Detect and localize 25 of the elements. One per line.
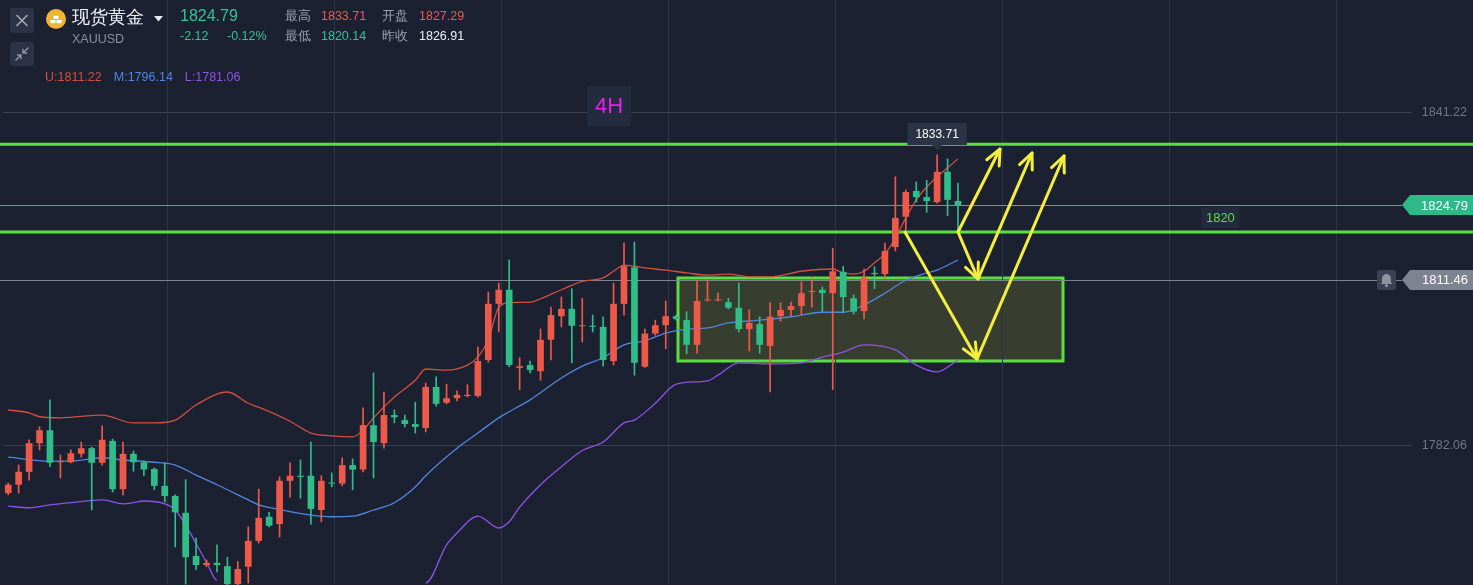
y-tick-label: 1782.06 xyxy=(1421,437,1468,452)
text: L:1781.06 xyxy=(184,70,241,85)
annotation: -0.12% xyxy=(227,28,267,44)
text: U:1811.22 xyxy=(45,70,102,85)
annotation: -2.12 xyxy=(180,28,209,44)
annotation: 1826.91 xyxy=(419,28,465,44)
annotation: 最低 xyxy=(285,28,311,44)
chart-title: 现货黄金 xyxy=(72,6,144,28)
text: M:1796.14 xyxy=(113,70,173,85)
annotation: 4H xyxy=(587,86,632,126)
annotation: 1820.14 xyxy=(321,28,367,44)
annotation: 开盘 xyxy=(382,8,408,24)
annotation: 1827.29 xyxy=(419,8,465,24)
annotation: 最高 xyxy=(285,8,311,24)
y-tick-label: 1841.22 xyxy=(1421,105,1468,120)
line-series xyxy=(7,158,959,438)
ref-line-label: 1811.46 xyxy=(1421,272,1468,288)
text: XAUUSD xyxy=(72,32,125,47)
annotation: 1820 xyxy=(1205,209,1235,225)
annotation: 1833.71 xyxy=(321,8,367,24)
ref-line-label: 1824.79 xyxy=(1421,197,1468,213)
line-series xyxy=(7,259,959,518)
annotation: 昨收 xyxy=(382,28,408,44)
annotation: 1824.79 xyxy=(180,6,238,26)
annotation: 1833.71 xyxy=(915,127,960,142)
